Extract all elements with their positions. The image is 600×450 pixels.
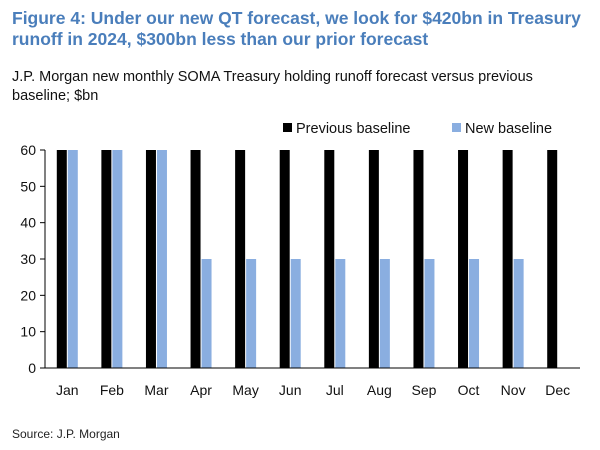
bar-previous-baseline xyxy=(458,150,469,368)
chart-subtitle: J.P. Morgan new monthly SOMA Treasury ho… xyxy=(12,69,533,104)
bar-previous-baseline xyxy=(235,150,246,368)
chart-title: Figure 4: Under our new QT forecast, we … xyxy=(12,8,581,49)
y-tick-label: 40 xyxy=(20,215,36,231)
x-tick-label: Aug xyxy=(367,382,392,398)
bar-new-baseline xyxy=(469,259,480,368)
y-tick-label: 30 xyxy=(20,251,36,267)
bar-previous-baseline xyxy=(368,150,379,368)
x-tick-label: Oct xyxy=(458,382,480,398)
y-tick-label: 10 xyxy=(20,324,36,340)
bar-new-baseline xyxy=(290,259,301,368)
bar-previous-baseline xyxy=(190,150,201,368)
x-tick-label: Feb xyxy=(100,382,124,398)
bar-new-baseline xyxy=(201,259,212,368)
bar-previous-baseline xyxy=(145,150,156,368)
bar-new-baseline xyxy=(335,259,346,368)
bar-new-baseline xyxy=(246,259,257,368)
x-tick-label: May xyxy=(232,382,258,398)
bar-previous-baseline xyxy=(279,150,290,368)
legend-swatch xyxy=(283,123,292,132)
legend-label: New baseline xyxy=(465,121,552,137)
x-tick-label: Apr xyxy=(190,382,212,398)
legend-label: Previous baseline xyxy=(296,121,410,137)
x-axis: Jan Feb Mar Apr May Jun Jul Aug Sep Oct Nov Dec xyxy=(45,367,580,398)
bar-new-baseline xyxy=(379,259,390,368)
bar-new-baseline xyxy=(67,150,78,368)
bar-previous-baseline xyxy=(502,150,513,368)
legend-swatch xyxy=(452,123,461,132)
y-tick-label: 0 xyxy=(28,360,36,376)
y-tick-label: 50 xyxy=(20,178,36,194)
x-tick-label: Nov xyxy=(501,382,526,398)
bar-new-baseline xyxy=(424,259,435,368)
bar-new-baseline xyxy=(156,150,167,368)
x-tick-label: Jun xyxy=(279,382,302,398)
bar-new-baseline xyxy=(112,150,123,368)
x-tick-label: Sep xyxy=(411,382,436,398)
x-tick-label: Dec xyxy=(545,382,570,398)
bars xyxy=(56,150,558,368)
chart-legend: Previous baseline New baseline xyxy=(283,121,552,137)
bar-previous-baseline xyxy=(324,150,335,368)
bar-previous-baseline xyxy=(56,150,67,368)
y-axis: 0 10 20 30 40 50 60 xyxy=(20,142,46,376)
x-tick-label: Jan xyxy=(56,382,79,398)
source-note: Source: J.P. Morgan xyxy=(12,427,120,441)
y-tick-label: 60 xyxy=(20,142,36,158)
bar-previous-baseline xyxy=(547,150,558,368)
x-tick-label: Mar xyxy=(144,382,168,398)
y-tick-label: 20 xyxy=(20,287,36,303)
bar-previous-baseline xyxy=(101,150,112,368)
bar-previous-baseline xyxy=(413,150,424,368)
x-tick-label: Jul xyxy=(326,382,344,398)
bar-new-baseline xyxy=(513,259,524,368)
